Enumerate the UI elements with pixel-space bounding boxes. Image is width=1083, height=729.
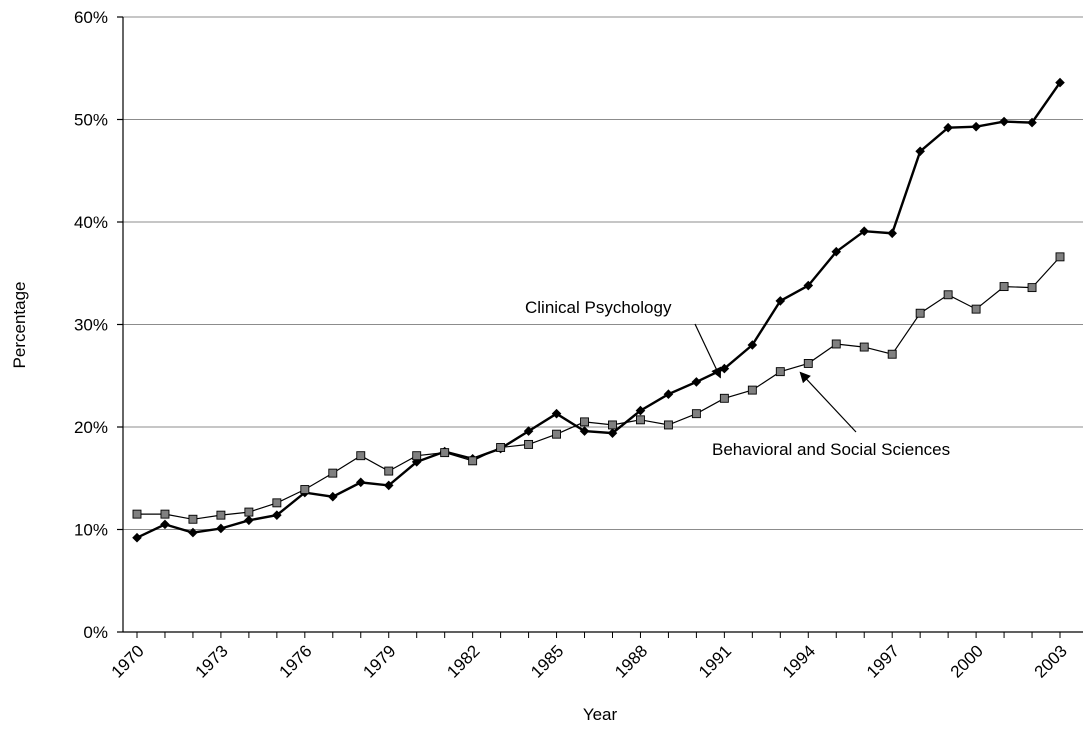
- data-point-diamond: [719, 363, 730, 374]
- data-point-square: [132, 509, 142, 519]
- data-point-square: [440, 448, 450, 458]
- data-point-square: [1055, 252, 1065, 262]
- data-point-diamond: [132, 532, 142, 543]
- x-axis-title: Year: [583, 705, 618, 724]
- data-point-diamond: [244, 515, 254, 526]
- data-point-diamond: [747, 340, 758, 350]
- data-point-square: [524, 439, 534, 449]
- data-point-square: [831, 339, 841, 349]
- data-point-square: [580, 417, 589, 427]
- data-point-diamond: [775, 296, 786, 306]
- data-point-square: [803, 359, 813, 368]
- data-point-square: [1027, 283, 1037, 293]
- x-tick-label: 1991: [695, 641, 735, 681]
- data-point-diamond: [971, 121, 981, 132]
- data-point-square: [272, 498, 282, 508]
- x-tick-label: 1979: [359, 641, 399, 681]
- data-point-square: [915, 308, 925, 318]
- data-point-square: [663, 420, 673, 430]
- y-axis-title: Percentage: [10, 282, 29, 369]
- data-point-diamond: [887, 228, 897, 239]
- series-clinical-psychology: [132, 77, 1065, 543]
- y-axis-ticks: 0% 10% 20% 30% 40% 50% 60%: [74, 8, 123, 642]
- series-behavioral-social-sciences: [132, 252, 1065, 524]
- data-point-diamond: [635, 405, 646, 416]
- x-tick-label: 1985: [527, 641, 567, 681]
- y-tick-label: 30%: [74, 316, 108, 335]
- x-tick-label: 1976: [275, 641, 315, 681]
- y-tick-label: 0%: [83, 623, 108, 642]
- data-point-diamond: [188, 527, 198, 538]
- data-point-square: [244, 507, 254, 517]
- data-point-square: [887, 349, 897, 359]
- data-point-square: [552, 429, 561, 439]
- series-line: [136, 81, 1061, 539]
- data-point-diamond: [1027, 117, 1037, 128]
- x-tick-label: 1982: [443, 641, 483, 681]
- y-tick-label: 50%: [74, 111, 108, 130]
- data-point-diamond: [579, 426, 590, 436]
- data-point-square: [999, 282, 1009, 292]
- data-point-diamond: [383, 480, 394, 491]
- data-point-square: [188, 514, 198, 524]
- data-point-diamond: [691, 377, 702, 387]
- series-line: [137, 256, 1061, 520]
- data-point-diamond: [831, 246, 842, 257]
- data-point-square: [384, 466, 394, 476]
- data-point-diamond: [607, 428, 618, 438]
- data-point-square: [412, 451, 422, 461]
- grid-lines: [123, 16, 1083, 530]
- y-tick-label: 40%: [74, 213, 108, 232]
- y-tick-label: 20%: [74, 418, 108, 437]
- data-point-square: [943, 290, 953, 300]
- data-point-diamond: [663, 389, 674, 399]
- data-point-square: [160, 509, 170, 519]
- data-point-square: [356, 451, 366, 461]
- x-tick-label: 1997: [863, 641, 903, 681]
- data-point-square: [496, 443, 506, 452]
- data-point-square: [971, 304, 981, 314]
- data-point-square: [608, 420, 617, 430]
- data-point-square: [328, 468, 338, 478]
- data-point-diamond: [803, 280, 814, 291]
- data-point-square: [747, 385, 757, 395]
- data-point-diamond: [943, 122, 953, 133]
- data-point-diamond: [355, 477, 366, 488]
- y-tick-label: 10%: [74, 521, 108, 540]
- data-point-square: [859, 342, 869, 352]
- data-point-diamond: [859, 226, 870, 237]
- arrow-behavioral-social-sciences: [799, 371, 857, 433]
- data-point-diamond: [327, 491, 338, 502]
- data-point-diamond: [411, 457, 422, 467]
- x-tick-label: 2003: [1031, 641, 1071, 681]
- data-point-square: [468, 456, 478, 466]
- data-point-diamond: [272, 510, 282, 520]
- x-tick-label: 1994: [779, 641, 819, 681]
- x-tick-label: 1988: [611, 641, 651, 681]
- series-group: [132, 77, 1065, 543]
- data-point-diamond: [999, 116, 1009, 127]
- data-point-square: [691, 409, 701, 419]
- arrow-clinical-psychology: [694, 323, 722, 379]
- x-tick-label: 1973: [192, 641, 232, 681]
- data-point-square: [636, 415, 645, 425]
- data-point-diamond: [160, 519, 170, 530]
- data-point-diamond: [1055, 77, 1065, 88]
- data-point-diamond: [216, 523, 226, 534]
- annotation-behavioral-social-sciences: Behavioral and Social Sciences: [712, 440, 950, 459]
- data-point-square: [300, 485, 310, 494]
- data-point-square: [719, 393, 729, 403]
- x-tick-label: 1970: [108, 641, 148, 681]
- data-point-diamond: [523, 426, 534, 436]
- data-point-diamond: [915, 146, 925, 157]
- annotation-clinical-psychology: Clinical Psychology: [525, 298, 672, 317]
- y-tick-label: 60%: [74, 8, 108, 27]
- x-axis-ticks: 1970 1973 1976 1979 1982 1985 1988 1991 1994 1997…: [108, 632, 1071, 682]
- data-point-square: [775, 367, 785, 377]
- data-point-square: [216, 510, 226, 520]
- data-point-diamond: [551, 408, 562, 419]
- x-tick-label: 2000: [947, 641, 987, 681]
